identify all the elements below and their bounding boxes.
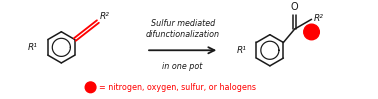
Text: O: O [291, 2, 299, 12]
Text: R¹: R¹ [237, 46, 246, 55]
Text: R¹: R¹ [28, 43, 38, 52]
Circle shape [304, 24, 319, 40]
Text: R²: R² [313, 14, 323, 23]
Text: Sulfur mediated
difunctionalization: Sulfur mediated difunctionalization [146, 19, 220, 39]
Circle shape [85, 82, 96, 93]
Text: R²: R² [100, 12, 110, 21]
Text: = nitrogen, oxygen, sulfur, or halogens: = nitrogen, oxygen, sulfur, or halogens [99, 83, 256, 92]
Text: in one pot: in one pot [163, 62, 203, 71]
